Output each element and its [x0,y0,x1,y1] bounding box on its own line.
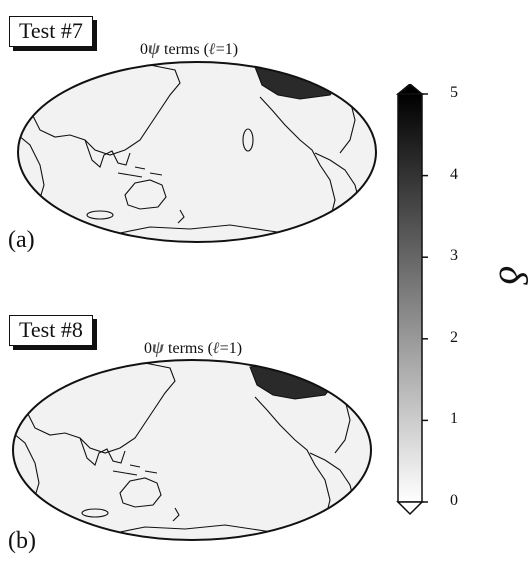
hammer-projection-map [12,359,372,541]
colorbar-extend-min [396,501,424,516]
test-label: Test #8 [19,317,83,342]
test-label: Test #7 [19,18,83,43]
colorbar-tick-label-3: 3 [450,247,458,265]
map-panel-a: Test #7 0ψ terms (ℓ=1) [0,0,400,280]
map-subtitle: 0ψ terms (ℓ=1) [140,38,239,58]
test-label-box: Test #8 [9,315,93,346]
colorbar-graphic [395,83,428,516]
panel-letter: (b) [8,528,36,554]
colorbar-gradient [397,93,423,503]
hammer-projection-map [17,61,377,243]
map-background [13,360,371,540]
colorbar-tick-lines [422,93,428,503]
map-outline [17,61,377,243]
map-background [18,62,376,242]
panel-letter: (a) [8,227,35,253]
map-panel-b: Test #8 0ψ terms (ℓ=1) (b) [0,305,400,585]
colorbar: 0 1 2 3 4 5 [388,83,498,524]
colorbar-label: δ [473,245,530,305]
colorbar-tick-label-4: 4 [450,165,458,183]
colorbar-tick-label-5: 5 [450,84,458,101]
colorbar-tick-label-0: 0 [450,492,458,509]
colorbar-extend-max [395,83,425,95]
colorbar-tick-label-1: 1 [450,410,458,428]
map-subtitle: 0ψ terms (ℓ=1) [144,337,243,357]
map-outline [12,359,372,541]
test-label-box: Test #7 [9,16,93,47]
colorbar-tick-label-2: 2 [450,328,458,346]
